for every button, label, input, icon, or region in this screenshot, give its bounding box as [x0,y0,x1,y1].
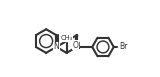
Text: CH₃: CH₃ [60,35,73,41]
Text: Br: Br [119,43,128,51]
Text: O: O [73,41,79,50]
Text: N: N [74,43,80,51]
Text: N: N [53,43,59,51]
